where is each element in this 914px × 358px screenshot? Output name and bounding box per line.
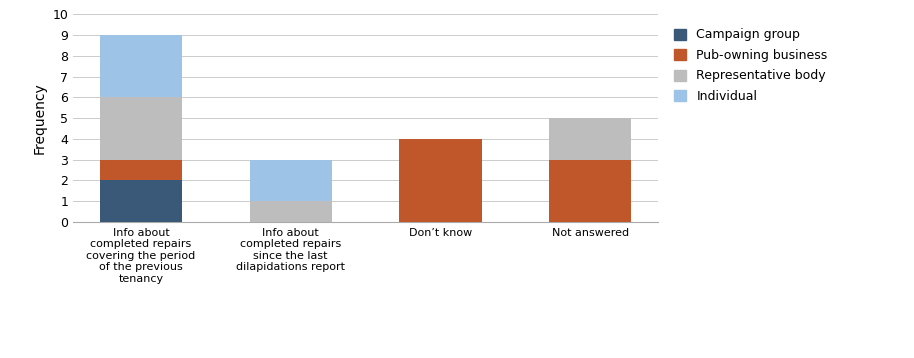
Bar	[549, 118, 632, 160]
Bar	[250, 160, 332, 201]
Bar	[399, 139, 482, 222]
Y-axis label: Frequency: Frequency	[33, 82, 47, 154]
Bar	[100, 97, 182, 160]
Legend: Campaign group, Pub-owning business, Representative body, Individual: Campaign group, Pub-owning business, Rep…	[670, 25, 832, 107]
Bar	[100, 160, 182, 180]
Bar	[100, 35, 182, 97]
Bar	[100, 180, 182, 222]
Bar	[250, 201, 332, 222]
Bar	[549, 160, 632, 222]
